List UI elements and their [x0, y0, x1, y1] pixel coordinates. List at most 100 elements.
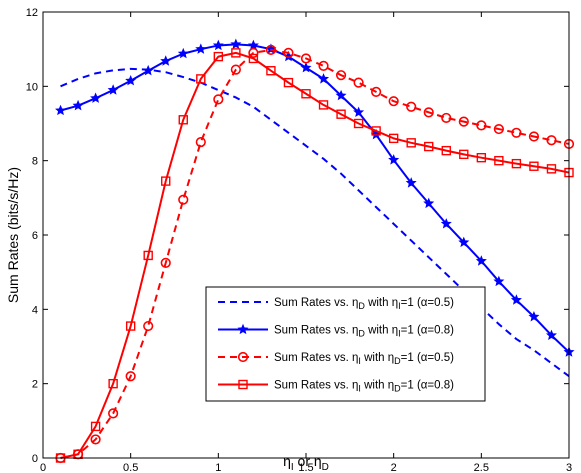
legend-entry-4: Sum Rates vs. ηI with ηD=1 (α=0.8)	[218, 380, 454, 394]
series-layer	[55, 38, 575, 464]
legend-label-part: I	[398, 329, 401, 339]
x-axis-label-sub-d: D	[322, 462, 329, 473]
legend-label-part: Sum Rates vs. η	[274, 380, 358, 392]
legend-label-part: Sum Rates vs. η	[274, 325, 358, 337]
legend-label-part: Sum Rates vs. η	[274, 352, 358, 364]
series-4-point	[529, 161, 539, 171]
series-4-point	[546, 164, 557, 174]
series-2-point	[212, 39, 224, 51]
series-3-point	[441, 112, 452, 124]
series-3-point	[406, 101, 417, 112]
series-4-point	[353, 118, 364, 129]
series-3-point	[195, 136, 206, 148]
series-2-point	[510, 294, 522, 305]
series-2-point	[318, 73, 330, 84]
series-2-point	[458, 236, 470, 248]
legend-label-part: I	[398, 301, 401, 311]
y-tick-label: 12	[26, 7, 38, 19]
series-3-point	[90, 434, 101, 445]
series-2-point	[177, 47, 189, 59]
series-3-point	[248, 47, 259, 58]
series-3-point	[283, 47, 294, 58]
series-4-point	[371, 126, 381, 136]
series-3-point	[160, 257, 171, 268]
series-4-line	[60, 51, 570, 459]
x-tick-label: 0.5	[123, 462, 138, 473]
series-3-point	[458, 116, 469, 127]
series-2-point	[335, 89, 347, 101]
legend-label: Sum Rates vs. ηI with ηD=1 (α=0.8)	[274, 380, 454, 394]
series-4-point	[213, 51, 224, 62]
y-tick-label: 6	[32, 230, 38, 242]
legend-label-part: with η	[361, 380, 394, 392]
series-4-point	[283, 77, 294, 88]
series-3-point	[546, 135, 557, 146]
series-2-point	[353, 106, 365, 118]
x-tick-label: 2	[391, 462, 397, 473]
legend-entry-2: Sum Rates vs. ηD with ηI=1 (α=0.8)	[218, 323, 454, 339]
y-tick-label: 4	[32, 304, 38, 316]
series-3-point	[423, 107, 434, 118]
series-4-point	[476, 152, 487, 163]
y-tick-label: 8	[32, 156, 38, 168]
legend: Sum Rates vs. ηD with ηI=1 (α=0.5)Sum Ra…	[205, 286, 486, 402]
series-3-point	[476, 120, 487, 131]
legend-label-part: with η	[365, 297, 398, 309]
series-2-point	[300, 61, 312, 73]
legend-label: Sum Rates vs. ηD with ηI=1 (α=0.8)	[274, 325, 454, 339]
series-4-point	[301, 89, 311, 99]
series-3-line	[60, 48, 570, 459]
series-4-point	[318, 100, 329, 110]
series-4-point	[336, 109, 346, 119]
series-2-point	[125, 74, 137, 86]
x-tick-label: 1	[215, 462, 221, 473]
series-2-point	[247, 39, 259, 51]
legend-label-part: D	[358, 301, 365, 311]
series-2-point	[195, 43, 207, 54]
series-2-point	[423, 197, 435, 209]
legend-label-part: D	[394, 384, 401, 394]
x-axis-label-sub-i: I	[291, 462, 294, 473]
x-axis-label-eta-i: η	[283, 453, 291, 469]
series-2-point	[475, 255, 487, 266]
series-3-point	[213, 94, 224, 105]
legend-label-part: with η	[361, 352, 394, 364]
series-4-point	[143, 250, 153, 261]
series-2-point	[388, 154, 400, 165]
series-2-point	[90, 92, 102, 103]
x-tick-label: 1.5	[298, 462, 313, 473]
x-tick-label: 2.5	[474, 462, 489, 473]
legend-label-part: D	[394, 356, 401, 366]
x-tick-label: 3	[566, 462, 572, 473]
legend-entry-1: Sum Rates vs. ηD with ηI=1 (α=0.5)	[218, 297, 454, 311]
series-2-point	[142, 64, 154, 76]
series-4-point	[196, 74, 206, 84]
y-tick-label: 2	[32, 379, 38, 391]
legend-label-part: =1 (α=0.8)	[401, 325, 454, 337]
series-4-point	[161, 176, 171, 186]
legend-entry-3: Sum Rates vs. ηI with ηD=1 (α=0.5)	[218, 351, 454, 366]
series-4	[55, 48, 574, 463]
series-2-point	[160, 55, 172, 66]
series-4-point	[90, 421, 101, 432]
series-3-point	[388, 96, 399, 107]
series-3-point	[143, 320, 154, 332]
legend-marker	[237, 351, 249, 363]
legend-label-part: =1 (α=0.5)	[401, 352, 454, 364]
legend-marker	[237, 323, 249, 335]
legend-label-part: I	[358, 384, 361, 394]
legend-label-part: I	[358, 356, 361, 366]
x-axis-label: ηI or ηD	[283, 453, 329, 473]
series-2-point	[440, 218, 452, 229]
series-4-point	[494, 155, 504, 166]
y-tick-label: 0	[32, 453, 38, 465]
series-3-point	[108, 408, 119, 419]
series-4-point	[108, 378, 118, 389]
series-2-point	[493, 275, 505, 287]
series-3-point	[371, 86, 382, 98]
series-3-point	[335, 70, 347, 81]
legend-label-part: Sum Rates vs. η	[274, 297, 358, 309]
series-2-point	[545, 329, 557, 341]
series-4-point	[424, 141, 434, 152]
